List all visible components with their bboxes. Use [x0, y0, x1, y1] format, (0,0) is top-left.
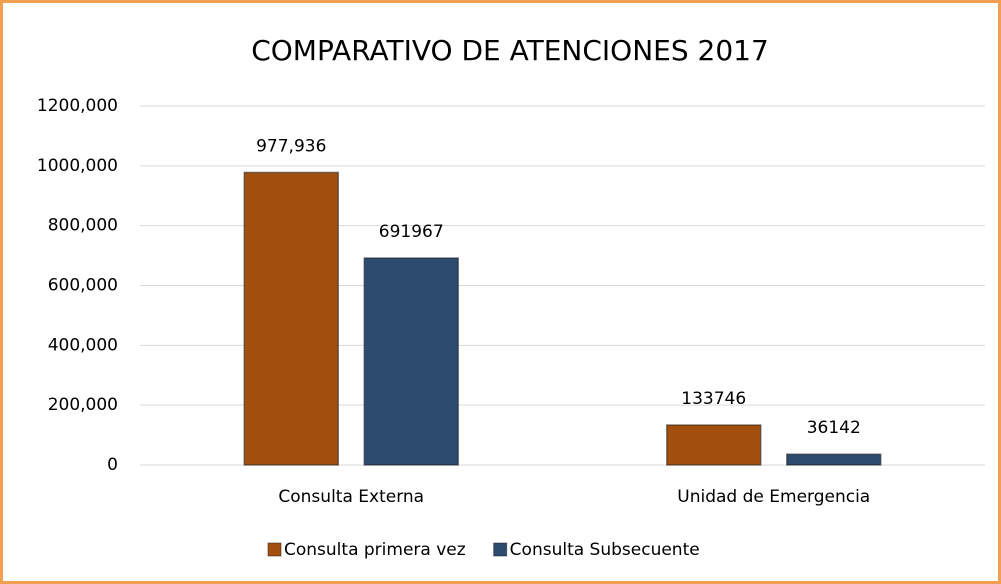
x-tick-label: Consulta Externa — [278, 487, 424, 507]
legend-label: Consulta Subsecuente — [510, 540, 700, 560]
bar — [666, 424, 762, 466]
data-label: 977,936 — [256, 136, 326, 156]
bar — [786, 453, 882, 466]
bar — [363, 257, 459, 466]
y-tick-label: 0 — [107, 455, 118, 475]
y-tick-label: 1200,000 — [37, 96, 118, 116]
y-tick-label: 400,000 — [48, 335, 118, 355]
data-label: 691967 — [379, 222, 444, 242]
y-tick-label: 200,000 — [48, 395, 118, 415]
bar — [243, 171, 339, 466]
legend-label: Consulta primera vez — [284, 540, 466, 560]
data-label: 36142 — [807, 418, 861, 438]
legend-swatch — [493, 542, 508, 557]
x-tick-label: Unidad de Emergencia — [677, 487, 870, 507]
y-tick-label: 800,000 — [48, 216, 118, 236]
chart-title: COMPARATIVO DE ATENCIONES 2017 — [251, 34, 769, 67]
y-tick-label: 1000,000 — [37, 156, 118, 176]
data-label: 133746 — [681, 389, 746, 409]
y-tick-label: 600,000 — [48, 276, 118, 296]
legend-swatch — [267, 542, 282, 557]
